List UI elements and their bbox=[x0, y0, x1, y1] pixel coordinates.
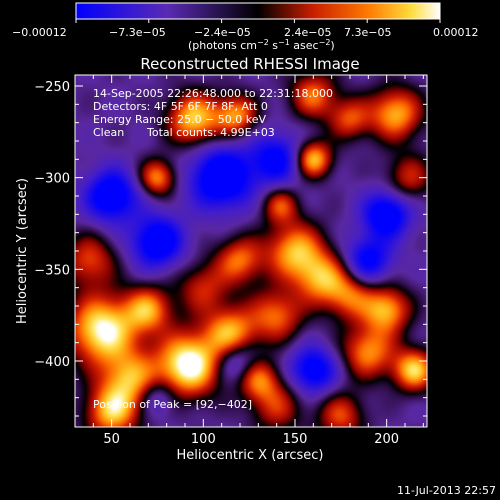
colorbar-tick-labels: −0.00012 −7.3e−05 −2.4e−05 2.4e−05 7.3e−… bbox=[12, 26, 479, 39]
y-tick-labels: −250 −300 −350 −400 bbox=[34, 80, 70, 370]
colorbar bbox=[75, 2, 441, 20]
axis-ticks bbox=[75, 75, 427, 427]
annotation-peak-position: Position of Peak = [92,−402] bbox=[93, 398, 252, 411]
heatmap-image bbox=[75, 75, 427, 427]
y-tick-label: −300 bbox=[34, 172, 70, 187]
colorbar-unit: (photons cm−2 s−1 asec−2) bbox=[188, 38, 335, 52]
colorbar-label-2: −2.4e−05 bbox=[194, 26, 251, 39]
heatmap-container bbox=[75, 75, 427, 427]
y-tick-label: −350 bbox=[34, 263, 70, 278]
annotation-time-range: 14-Sep-2005 22:26:48.000 to 22:31:18.000 bbox=[93, 87, 333, 100]
annotation-counts: Total counts: 4.99E+03 bbox=[146, 126, 275, 139]
x-tick-labels: 50 100 150 200 bbox=[103, 432, 399, 447]
annotation-detectors: Detectors: 4F 5F 6F 7F 8F, Att 0 bbox=[93, 100, 268, 113]
colorbar-label-0: −0.00012 bbox=[12, 26, 67, 39]
y-axis-label: Heliocentric Y (arcsec) bbox=[15, 178, 30, 324]
colorbar-label-3: 2.4e−05 bbox=[284, 26, 331, 39]
colorbar-ticks bbox=[75, 19, 441, 23]
plot-timestamp: 11-Jul-2013 22:57 bbox=[397, 484, 496, 497]
x-tick-label: 200 bbox=[374, 432, 399, 447]
colorbar-label-4: 7.3e−05 bbox=[344, 26, 391, 39]
x-tick-label: 150 bbox=[283, 432, 308, 447]
annotation-algorithm: Clean bbox=[93, 126, 124, 139]
x-tick-label: 100 bbox=[191, 432, 216, 447]
annotation-energy: Energy Range: 25.0 − 50.0 keV bbox=[93, 113, 267, 126]
y-tick-label: −250 bbox=[34, 80, 70, 95]
y-tick-label: −400 bbox=[34, 355, 70, 370]
colorbar-label-1: −7.3e−05 bbox=[109, 26, 166, 39]
x-tick-label: 50 bbox=[103, 432, 120, 447]
colorbar-label-5: 0.00012 bbox=[433, 26, 479, 39]
chart-title: Reconstructed RHESSI Image bbox=[140, 55, 359, 73]
x-axis-label: Heliocentric X (arcsec) bbox=[177, 448, 324, 463]
